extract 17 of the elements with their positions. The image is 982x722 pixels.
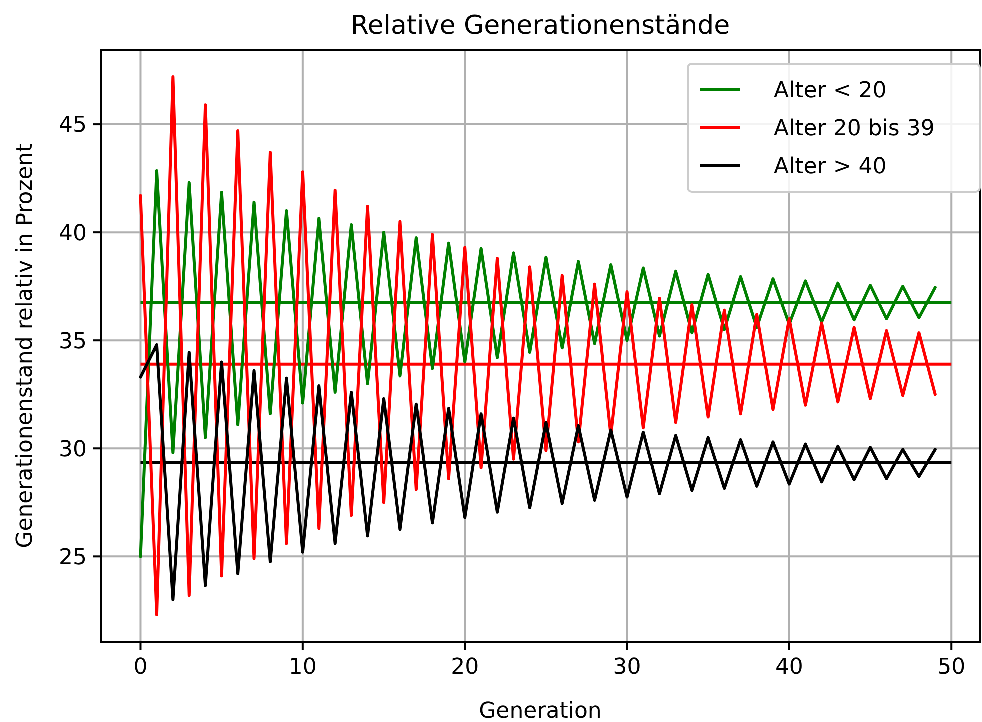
- y-tick-label: 25: [59, 545, 87, 570]
- legend-label: Alter 20 bis 39: [774, 116, 935, 142]
- y-tick-label: 30: [59, 437, 87, 462]
- y-tick-label: 45: [59, 113, 87, 138]
- x-tick-label: 40: [775, 655, 804, 680]
- x-tick-label: 10: [288, 655, 317, 680]
- x-tick-label: 20: [451, 655, 480, 680]
- y-tick-label: 35: [59, 329, 87, 354]
- x-tick-label: 0: [134, 655, 148, 680]
- legend-label: Alter < 20: [774, 78, 887, 104]
- x-tick-label: 30: [613, 655, 642, 680]
- y-axis-title: Generationenstand relativ in Prozent: [13, 143, 38, 548]
- chart-title: Relative Generationenstände: [350, 11, 730, 41]
- y-tick-label: 40: [59, 221, 87, 246]
- x-axis-title: Generation: [479, 699, 602, 722]
- x-tick-label: 50: [938, 655, 966, 680]
- legend-label: Alter > 40: [774, 154, 887, 180]
